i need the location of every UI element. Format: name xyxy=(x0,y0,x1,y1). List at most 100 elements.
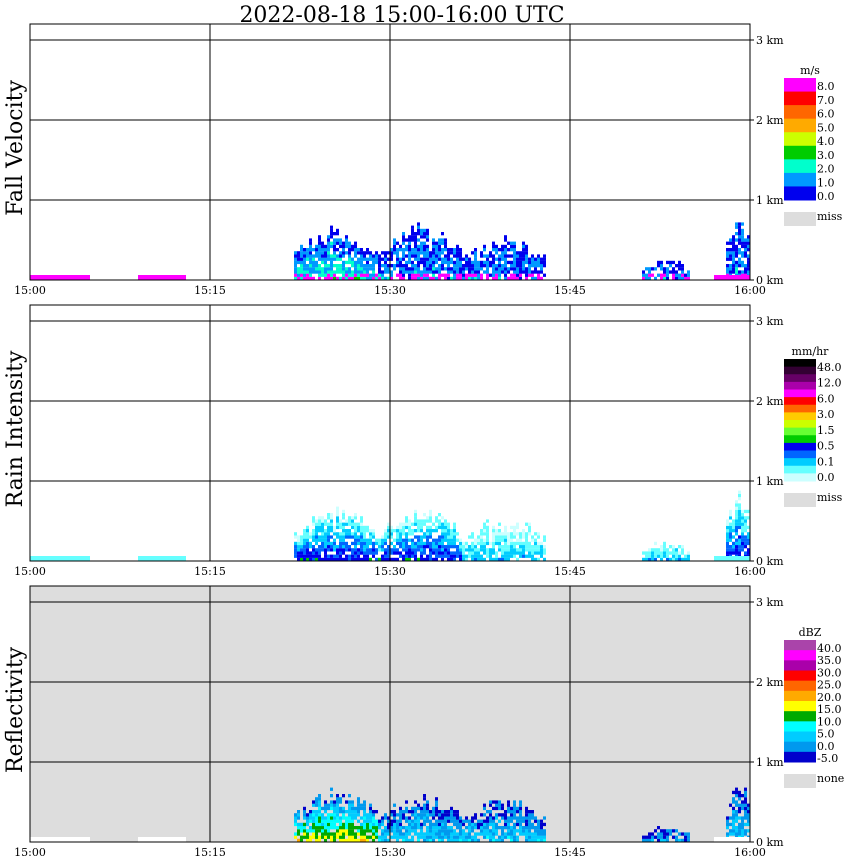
echo-cell xyxy=(396,838,399,843)
echo-cell xyxy=(468,535,471,539)
echo-cell xyxy=(327,244,330,249)
echo-cell xyxy=(333,238,336,242)
echo-cell xyxy=(354,270,357,274)
echo-cell xyxy=(669,260,672,265)
echo-cell xyxy=(366,835,369,839)
echo-cell xyxy=(321,244,324,249)
x-tick-label: 15:15 xyxy=(194,565,226,578)
echo-cell xyxy=(528,541,531,546)
echo-cell xyxy=(531,816,534,820)
echo-cell xyxy=(333,800,336,804)
echo-cell xyxy=(429,813,432,817)
echo-cell xyxy=(504,826,507,830)
echo-cell xyxy=(315,522,318,526)
echo-cell xyxy=(510,541,513,546)
echo-cell xyxy=(501,267,504,271)
echo-cell xyxy=(537,551,540,555)
echo-cell xyxy=(462,822,465,827)
echo-cell xyxy=(435,260,438,265)
echo-cell xyxy=(360,273,363,277)
echo-cell xyxy=(657,554,660,558)
echo-cell xyxy=(492,822,495,827)
echo-cell xyxy=(453,835,456,839)
echo-cell xyxy=(345,241,348,245)
echo-cell xyxy=(426,545,429,549)
echo-cell xyxy=(390,264,393,268)
echo-cell xyxy=(324,522,327,526)
echo-cell xyxy=(513,529,516,533)
echo-cell xyxy=(381,270,384,274)
echo-cell xyxy=(495,244,498,249)
echo-cell xyxy=(318,819,321,823)
echo-cell xyxy=(438,832,441,836)
echo-region xyxy=(642,541,690,562)
echo-cell xyxy=(387,251,390,255)
echo-cell xyxy=(333,822,336,827)
echo-cell xyxy=(528,835,531,839)
echo-cell xyxy=(453,522,456,526)
echo-cell xyxy=(729,535,732,539)
echo-cell xyxy=(450,826,453,830)
colorbar-swatch xyxy=(784,473,816,482)
echo-cell xyxy=(399,260,402,265)
echo-cell xyxy=(396,832,399,836)
echo-cell xyxy=(402,838,405,843)
echo-cell xyxy=(414,513,417,517)
echo-cell xyxy=(306,276,309,281)
echo-cell xyxy=(438,538,441,542)
echo-cell xyxy=(732,813,735,817)
echo-cell xyxy=(312,826,315,830)
colorbar-label: 0.5 xyxy=(817,440,835,453)
echo-cell xyxy=(399,822,402,827)
echo-cell xyxy=(450,838,453,843)
echo-cell xyxy=(435,551,438,555)
echo-cell xyxy=(747,254,750,258)
echo-cell xyxy=(435,554,438,558)
echo-cell xyxy=(666,832,669,836)
echo-cell xyxy=(339,829,342,833)
echo-cell xyxy=(420,554,423,558)
echo-cell xyxy=(453,535,456,539)
echo-cell xyxy=(297,541,300,546)
echo-cell xyxy=(744,244,747,249)
echo-cell xyxy=(492,548,495,552)
echo-cell xyxy=(378,819,381,823)
colorbar-swatch xyxy=(784,389,816,398)
echo-cell xyxy=(729,257,732,261)
echo-cell xyxy=(333,816,336,820)
echo-cell xyxy=(420,816,423,820)
echo-cell xyxy=(354,516,357,520)
echo-cell xyxy=(732,241,735,245)
echo-cell xyxy=(672,273,675,277)
echo-cell xyxy=(459,835,462,839)
echo-cell xyxy=(336,532,339,536)
echo-cell xyxy=(372,813,375,817)
echo-cell xyxy=(435,810,438,814)
echo-cell xyxy=(408,551,411,555)
echo-cell xyxy=(357,267,360,271)
echo-cell xyxy=(465,826,468,830)
echo-cell xyxy=(432,813,435,817)
echo-cell xyxy=(741,244,744,249)
echo-cell xyxy=(432,829,435,833)
echo-cell xyxy=(474,545,477,549)
echo-cell xyxy=(339,522,342,526)
echo-cell xyxy=(423,835,426,839)
echo-cell xyxy=(429,509,432,514)
echo-cell xyxy=(381,535,384,539)
echo-cell xyxy=(429,829,432,833)
echo-cell xyxy=(312,557,315,562)
echo-cell xyxy=(345,522,348,526)
echo-cell xyxy=(414,829,417,833)
echo-cell xyxy=(330,254,333,258)
echo-cell xyxy=(522,545,525,549)
echo-cell xyxy=(543,257,546,261)
echo-cell xyxy=(510,819,513,823)
echo-cell xyxy=(342,557,345,562)
echo-cell xyxy=(732,535,735,539)
echo-cell xyxy=(300,254,303,258)
echo-cell xyxy=(390,819,393,823)
panels: 15:00 15:15 15:30 15:45 16:000 km1 km2 km3 k… xyxy=(3,23,844,859)
echo-cell xyxy=(426,529,429,533)
echo-cell xyxy=(729,522,732,526)
